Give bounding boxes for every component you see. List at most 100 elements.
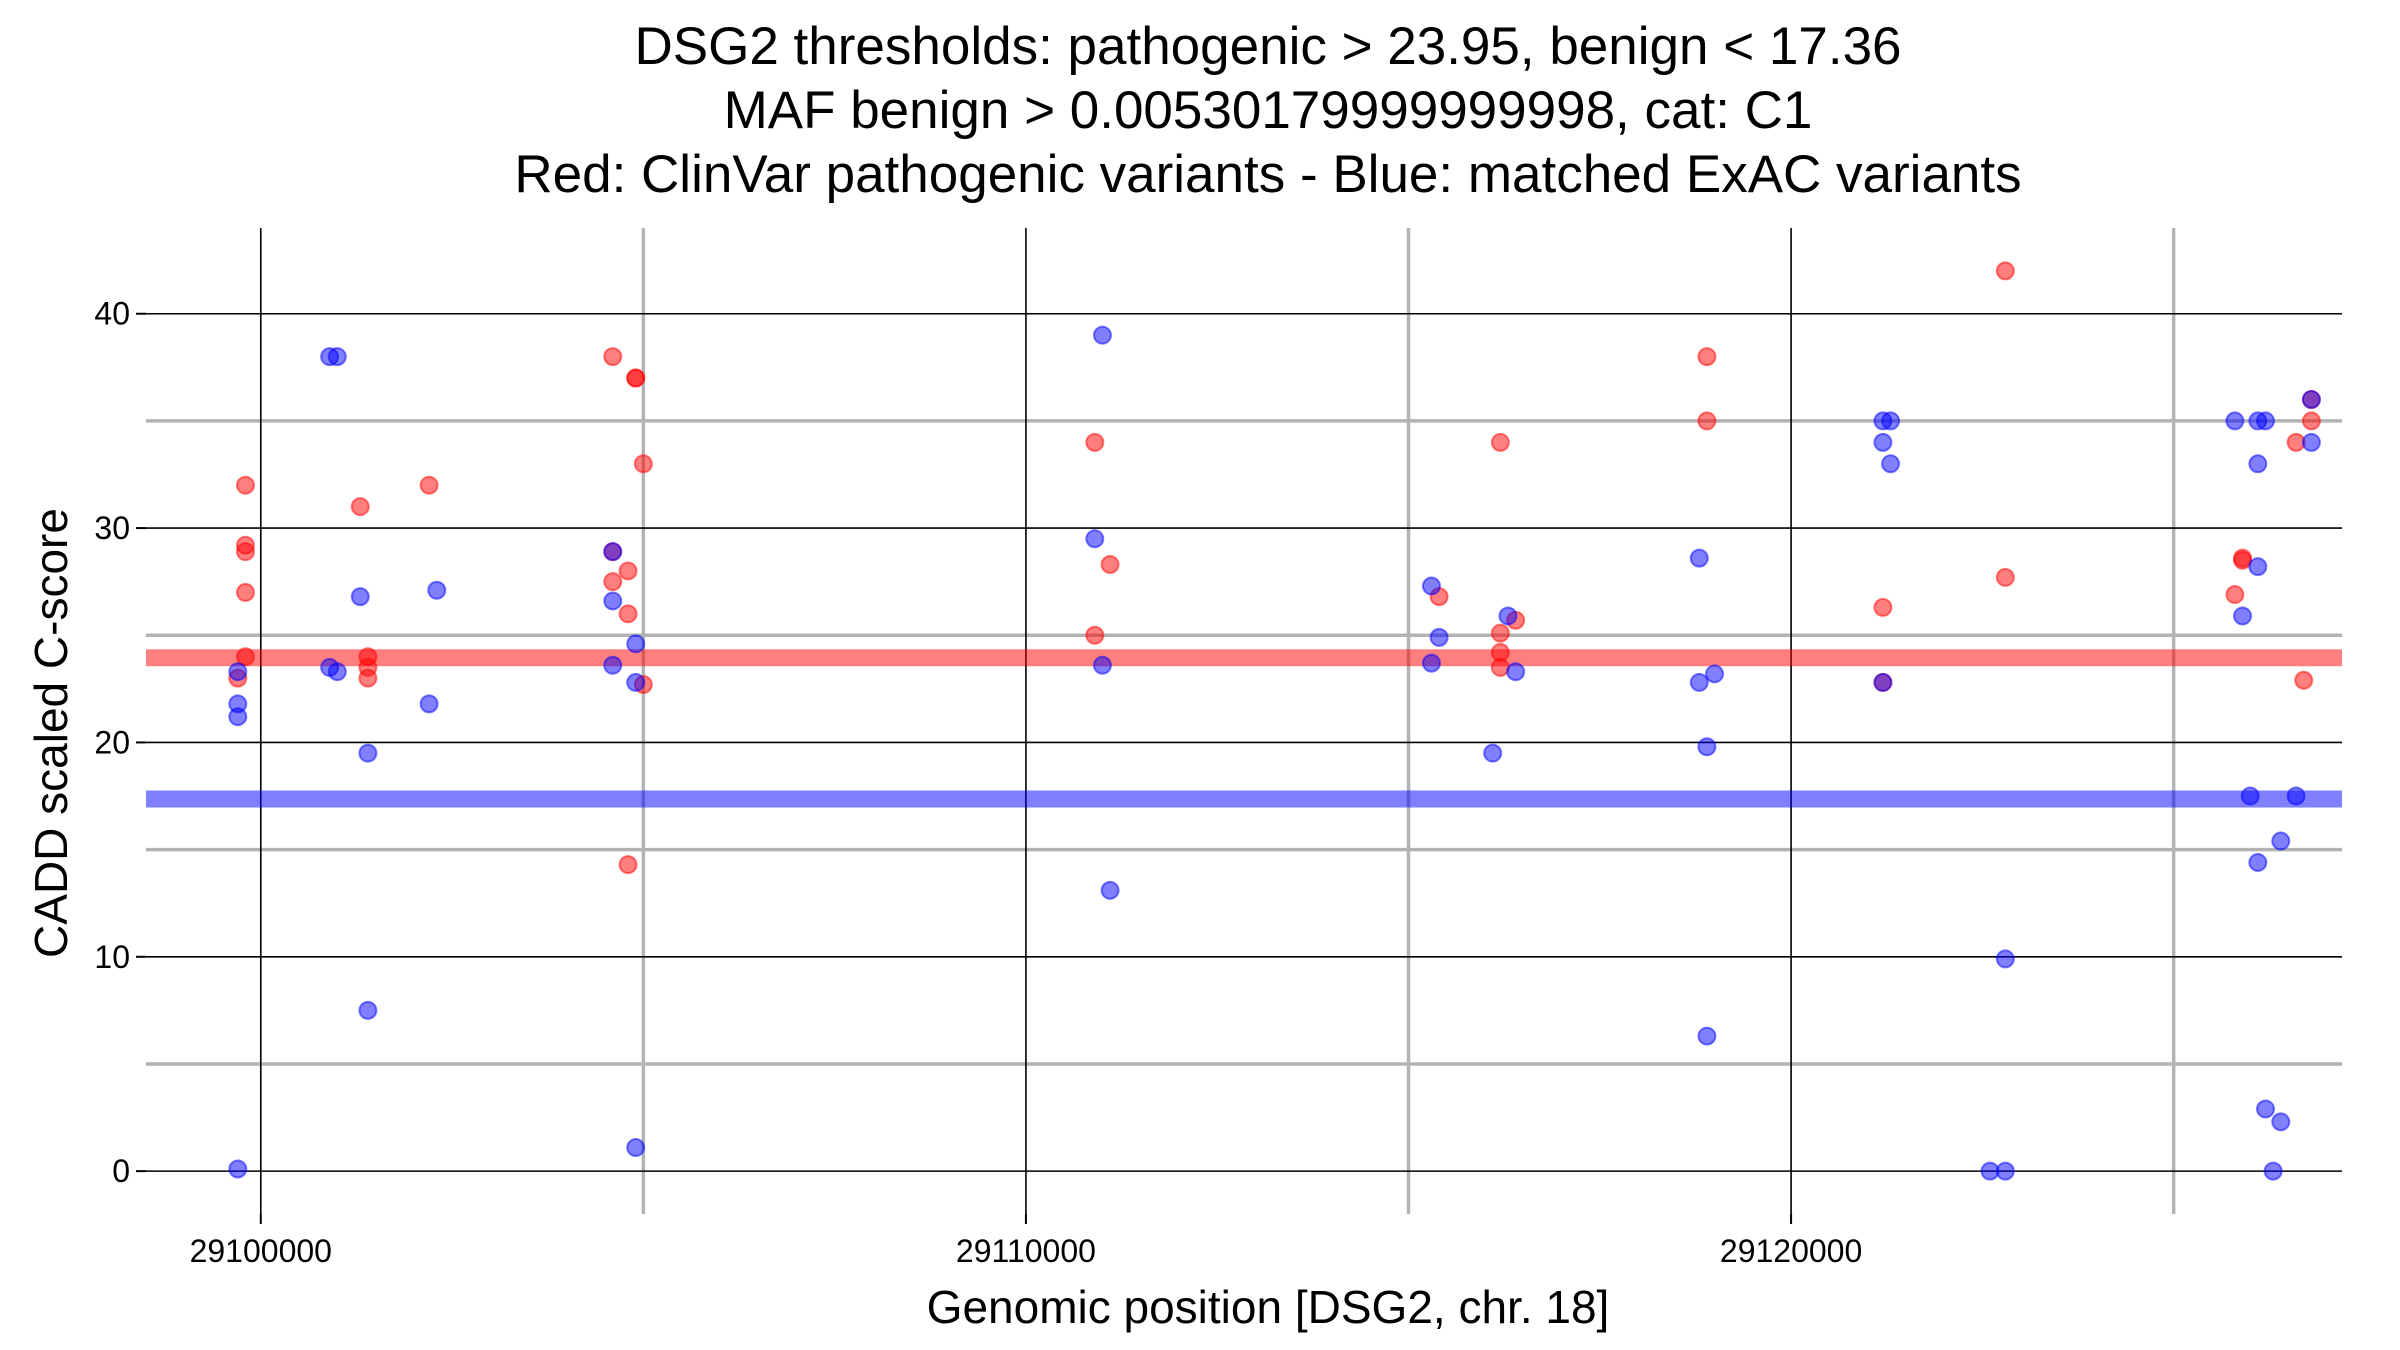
data-point [2263,1161,2283,1181]
data-point [633,454,653,474]
y-tick-label: 40 [94,296,130,332]
data-point [228,707,248,727]
data-point [235,475,255,495]
data-point [228,1159,248,1179]
data-point [2248,852,2268,872]
data-point [2301,411,2321,431]
data-point [2301,432,2321,452]
x-tick-label: 29120000 [1720,1233,1862,1269]
data-point [1689,548,1709,568]
data-points [228,261,2321,1181]
threshold-lines [146,649,2342,808]
data-point [2301,389,2321,409]
data-point [1873,597,1893,617]
chart-title: DSG2 thresholds: pathogenic > 23.95, ben… [514,17,2021,204]
data-point [2286,786,2306,806]
data-point [626,634,646,654]
data-point [1085,432,1105,452]
data-point [2271,1112,2291,1132]
data-point [1689,672,1709,692]
y-tick-label: 0 [112,1153,130,1189]
chart-title-line-1: DSG2 thresholds: pathogenic > 23.95, ben… [634,17,1901,76]
data-point [1100,880,1120,900]
data-point [618,855,638,875]
data-point [618,561,638,581]
data-point [1697,1026,1717,1046]
chart-title-line-2: MAF benign > 0.00530179999999998, cat: C… [724,81,1813,140]
data-point [235,542,255,562]
data-point [603,542,623,562]
data-point [1092,325,1112,345]
chart-title-line-3: Red: ClinVar pathogenic variants - Blue:… [514,145,2021,204]
data-point [419,475,439,495]
y-tick-label: 20 [94,724,130,760]
data-point [358,1000,378,1020]
data-point [2248,557,2268,577]
x-tick-label: 29110000 [956,1233,1096,1269]
y-axis-ticks: 0 10 20 30 40 [94,296,146,1189]
data-point [1995,949,2015,969]
data-point [603,572,623,592]
data-point [1483,743,1503,763]
data-point [1873,432,1893,452]
x-axis-title: Genomic position [DSG2, chr. 18] [927,1281,1610,1333]
data-point [1421,576,1441,596]
data-point [2248,454,2268,474]
clinvar-series [228,261,2321,875]
data-point [1429,627,1449,647]
data-point [1995,261,2015,281]
data-point [1085,625,1105,645]
data-point [603,591,623,611]
data-point [2225,585,2245,605]
data-point [358,668,378,688]
data-point [228,662,248,682]
data-point [235,582,255,602]
data-point [626,368,646,388]
data-point [2233,606,2253,626]
y-tick-label: 30 [94,510,130,546]
data-point [1100,555,1120,575]
data-point [1092,655,1112,675]
data-point [2255,1099,2275,1119]
data-point [603,347,623,367]
y-axis-title: CADD scaled C-score [25,508,77,958]
data-point [1421,653,1441,673]
data-point [358,743,378,763]
data-point [603,655,623,675]
data-point [350,587,370,607]
data-point [1881,454,1901,474]
data-point [1705,664,1725,684]
data-point [1490,623,1510,643]
data-point [1995,1161,2015,1181]
data-point [327,662,347,682]
data-point [2294,670,2314,690]
data-point [2271,831,2291,851]
data-point [2255,411,2275,431]
x-tick-label: 29100000 [190,1233,332,1269]
data-point [419,694,439,714]
data-point [350,497,370,517]
data-point [626,1138,646,1158]
data-point [618,604,638,624]
data-point [626,672,646,692]
x-axis-ticks: 29100000 29110000 29120000 [190,1214,1862,1269]
data-point [327,347,347,367]
exac-series [228,325,2321,1181]
data-point [1995,567,2015,587]
data-point [235,647,255,667]
data-point [2225,411,2245,431]
data-point [1490,432,1510,452]
data-point [1873,672,1893,692]
data-point [427,580,447,600]
y-tick-label: 10 [94,939,130,975]
data-point [1697,737,1717,757]
major-gridlines [146,228,2342,1214]
data-point [2240,786,2260,806]
data-point [1498,606,1518,626]
data-point [1085,529,1105,549]
minor-gridlines [146,228,2342,1214]
data-point [1506,662,1526,682]
data-point [1881,411,1901,431]
data-point [1697,411,1717,431]
